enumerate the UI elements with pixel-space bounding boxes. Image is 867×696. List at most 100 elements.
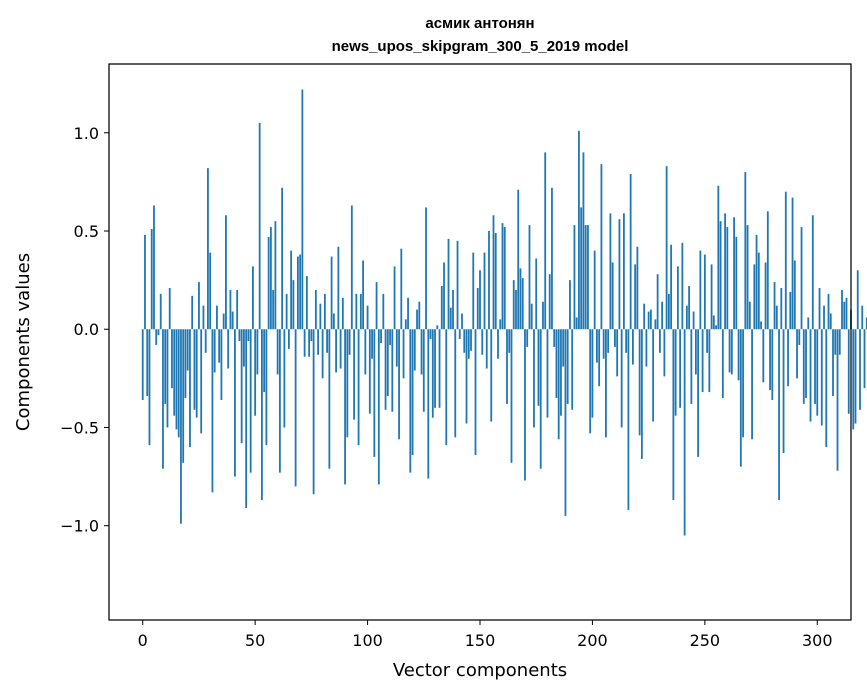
bar — [211, 329, 214, 493]
bar — [463, 329, 466, 353]
bar — [755, 234, 758, 330]
bar — [400, 248, 403, 330]
bar — [528, 225, 531, 330]
bar — [243, 329, 245, 367]
bar — [681, 242, 684, 330]
bar — [252, 266, 254, 330]
bar — [643, 303, 646, 330]
bar — [661, 301, 664, 330]
bar — [521, 278, 524, 330]
bar — [330, 256, 333, 330]
y-tick-label: 0.5 — [74, 222, 99, 241]
y-tick-label: −0.5 — [60, 418, 99, 437]
bar — [189, 329, 191, 448]
bar — [292, 280, 295, 330]
bar — [231, 311, 234, 330]
bar — [506, 329, 508, 404]
bar — [638, 329, 641, 436]
bar — [389, 329, 391, 345]
bar — [461, 313, 463, 330]
bar — [440, 286, 443, 330]
bar — [667, 293, 670, 330]
bar — [634, 264, 637, 330]
bar — [771, 329, 774, 400]
bar — [146, 329, 149, 397]
bar — [447, 238, 450, 330]
bar — [465, 329, 468, 424]
bar — [404, 319, 407, 330]
bar — [175, 329, 178, 430]
bar — [328, 329, 331, 469]
bar — [267, 236, 270, 330]
bar — [294, 329, 297, 487]
bar — [706, 329, 708, 353]
bar — [198, 282, 200, 330]
bar — [663, 329, 666, 377]
bar — [314, 289, 317, 330]
bar — [456, 240, 459, 330]
bar — [238, 329, 241, 342]
bar — [861, 305, 864, 330]
bar — [679, 329, 682, 408]
bar — [587, 225, 589, 330]
bar — [733, 217, 735, 330]
bar — [362, 260, 364, 330]
bar — [845, 297, 848, 330]
bar — [802, 329, 805, 404]
bar — [416, 309, 418, 330]
bar — [229, 289, 232, 330]
bar — [499, 319, 502, 330]
bar — [623, 213, 625, 330]
bar — [546, 329, 549, 418]
bar — [171, 329, 173, 389]
bar — [335, 329, 337, 373]
bar — [569, 280, 571, 330]
bar — [353, 329, 355, 420]
bar — [537, 329, 540, 406]
bar — [602, 329, 605, 359]
bar — [614, 329, 616, 347]
bar — [481, 329, 484, 355]
bar — [470, 329, 472, 351]
bar — [618, 219, 621, 330]
bar — [155, 329, 158, 345]
bar — [321, 329, 324, 379]
bar — [398, 329, 400, 440]
bar — [494, 232, 497, 330]
bar — [814, 329, 816, 404]
bar — [789, 291, 792, 330]
bar — [636, 246, 639, 330]
bar — [350, 205, 353, 330]
bar — [247, 329, 250, 342]
bar — [265, 329, 268, 446]
bar — [708, 329, 711, 393]
bar — [283, 329, 286, 428]
bar — [157, 329, 160, 336]
bar — [364, 329, 367, 375]
bar — [748, 301, 751, 330]
bar — [798, 329, 801, 345]
bar — [827, 293, 830, 330]
bar — [164, 329, 167, 404]
bar — [380, 329, 382, 343]
bar — [443, 262, 445, 330]
bar — [582, 152, 585, 330]
bar — [764, 262, 767, 330]
bar — [823, 305, 825, 330]
bar — [672, 329, 675, 501]
bar — [458, 329, 461, 340]
bar — [393, 266, 396, 330]
bar — [600, 164, 603, 330]
bar — [332, 313, 335, 330]
bar — [348, 329, 351, 355]
bar — [573, 225, 576, 330]
bar — [769, 329, 771, 391]
bar — [510, 329, 513, 463]
bar — [220, 329, 223, 400]
bar — [467, 329, 470, 359]
bar — [382, 293, 385, 330]
bar — [162, 329, 164, 469]
bar — [605, 329, 607, 438]
bar — [227, 329, 230, 369]
bar — [472, 252, 475, 330]
